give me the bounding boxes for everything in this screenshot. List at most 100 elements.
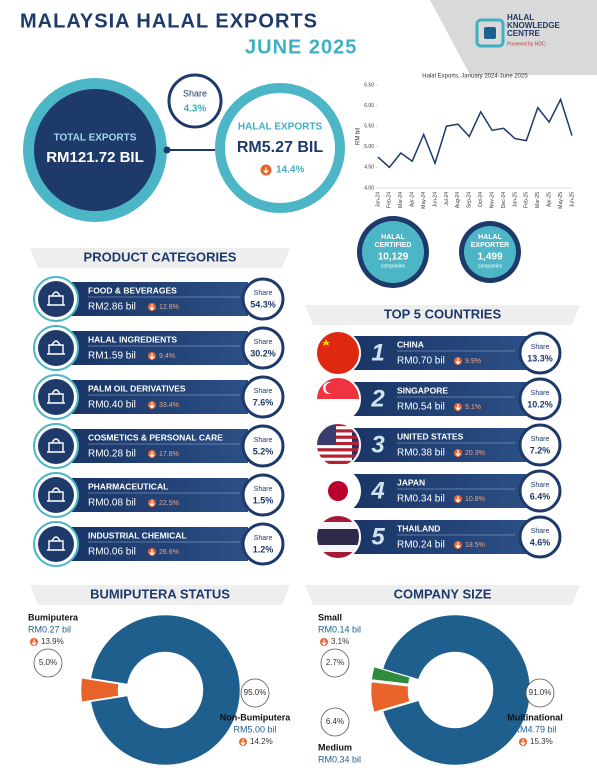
- icon-circle: [38, 477, 74, 513]
- group-change: 3.1%: [331, 637, 349, 646]
- category-name: PALM OIL DERIVATIVES: [88, 383, 186, 393]
- country-name: JAPAN: [397, 477, 425, 487]
- total-circle: [34, 89, 156, 211]
- category-change: 9.4%: [159, 353, 175, 360]
- section-title: PRODUCT CATEGORIES: [84, 249, 237, 264]
- section-banner: [30, 585, 290, 605]
- country-name: SINGAPORE: [397, 385, 448, 395]
- logo-text: CENTRE: [507, 29, 541, 38]
- group-amount: RM5.00 bil: [233, 724, 276, 734]
- pie-slice: [80, 677, 119, 703]
- down-arrow: [149, 500, 155, 507]
- category-change: 12.6%: [159, 304, 179, 311]
- flag-field: [316, 399, 360, 421]
- category-change: 26.6%: [159, 549, 179, 556]
- category-name: FOOD & BEVERAGES: [88, 285, 177, 295]
- x-tick-label: Feb-24: [387, 192, 393, 208]
- category-bar: [70, 527, 248, 561]
- title: MALAYSIA HALAL EXPORTS: [20, 10, 318, 32]
- flag-stripe: [316, 545, 360, 552]
- flag-moon: [325, 382, 337, 394]
- share-circle: [518, 331, 562, 375]
- share-label: Share: [531, 344, 550, 351]
- icon-circle: [38, 330, 74, 366]
- group-name: Multinational: [507, 712, 563, 722]
- value-bubble: [320, 648, 350, 678]
- down-arrow: [455, 496, 461, 503]
- share-label: Share: [254, 486, 273, 493]
- value-bubble: [320, 707, 350, 737]
- value-label: 5.0%: [39, 658, 57, 667]
- share-value: 7.2%: [530, 445, 551, 455]
- group-amount: RM0.14 bil: [318, 624, 361, 634]
- section-title: BUMIPUTERA STATUS: [90, 586, 230, 601]
- badge: [464, 226, 516, 278]
- group-name: Small: [318, 612, 342, 622]
- badge-label: HALAL: [381, 234, 405, 241]
- share-circle: [241, 522, 285, 566]
- country-change: 10.8%: [465, 496, 485, 503]
- y-tick-label: 4.00: [364, 185, 374, 191]
- category-change: 22.5%: [159, 500, 179, 507]
- x-tick-label: Jun-25: [569, 192, 575, 208]
- badge: [362, 221, 424, 283]
- share-label: Share: [531, 482, 550, 489]
- icon-circle: [38, 281, 74, 317]
- value-label: 95.0%: [244, 688, 267, 697]
- flag-ring: [315, 468, 361, 514]
- group-name: Non-Bumiputera: [220, 712, 291, 722]
- value-bubble: [240, 678, 270, 708]
- country-value: RM0.70 bil: [397, 356, 445, 367]
- pie-slice: [382, 614, 531, 766]
- connector-dot: [163, 146, 171, 154]
- flag: [316, 331, 360, 375]
- pie-slice: [90, 614, 241, 766]
- share-value: 7.6%: [253, 397, 274, 407]
- group-amount: RM0.34 bil: [318, 754, 361, 764]
- flag-stripe: [316, 435, 360, 439]
- icon-circle: [38, 379, 74, 415]
- share-value: 1.5%: [253, 495, 274, 505]
- section-banner: [305, 585, 580, 605]
- country-bar: [352, 336, 527, 370]
- category-change: 17.8%: [159, 451, 179, 458]
- share-label: Share: [183, 88, 207, 98]
- y-tick-label: 6.00: [364, 103, 374, 109]
- category-value: RM0.06 bil: [88, 547, 136, 558]
- x-tick-label: Apr-24: [410, 192, 416, 207]
- logo-mark: [475, 18, 505, 48]
- logo-mark-inner: [484, 27, 496, 39]
- x-tick-label: Mar-25: [535, 192, 541, 208]
- category-name: PHARMACEUTICAL: [88, 481, 168, 491]
- x-tick-label: Nov-24: [489, 192, 495, 208]
- share-label: Share: [254, 388, 273, 395]
- flag-stripe: [316, 515, 360, 522]
- icon-glyph: [47, 340, 65, 355]
- category-bar: [70, 478, 248, 512]
- flag: [316, 377, 360, 421]
- value-label: 91.0%: [529, 688, 552, 697]
- category-bar: [70, 429, 248, 463]
- flag-ring: [315, 376, 361, 422]
- logo-text: HALAL: [507, 13, 534, 22]
- category-bar: [70, 380, 248, 414]
- down-arrow: [149, 304, 155, 311]
- x-tick-label: Feb-25: [524, 192, 530, 208]
- down-arrow: [455, 358, 461, 365]
- category-value: RM1.59 bil: [88, 351, 136, 362]
- group-name: Medium: [318, 742, 352, 752]
- logo-text: KNOWLEDGE: [507, 21, 561, 30]
- down-arrow: [149, 451, 155, 458]
- group-amount: RM4.79 bil: [513, 724, 556, 734]
- category-name: HALAL INGREDIENTS: [88, 334, 177, 344]
- country-rank: 5: [371, 523, 385, 550]
- y-axis-label: RM bil: [356, 128, 362, 145]
- share-circle: [518, 377, 562, 421]
- icon-circle: [38, 526, 74, 562]
- flag-star: [322, 339, 330, 346]
- icon-glyph: [47, 438, 65, 453]
- group-name: Bumiputera: [28, 612, 79, 622]
- share-label: Share: [531, 390, 550, 397]
- total-value: RM121.72 BIL: [46, 149, 144, 166]
